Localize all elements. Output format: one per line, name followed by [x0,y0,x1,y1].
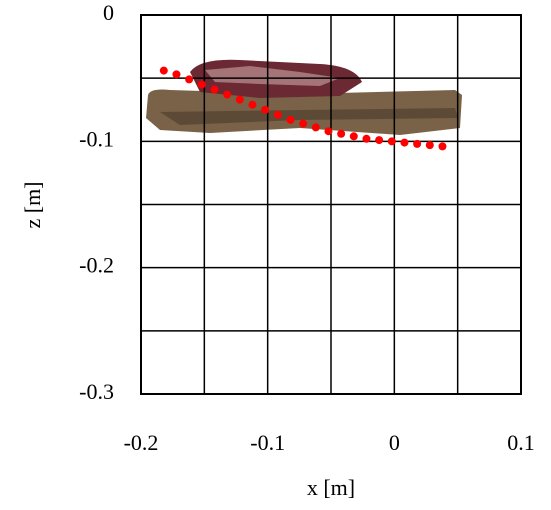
point [438,142,447,151]
plot-frame [140,14,522,395]
point [413,139,422,148]
point [273,110,282,119]
point [159,66,168,75]
point [299,119,308,128]
sandal-sole-edge [160,108,458,125]
point [387,137,396,146]
point [210,85,219,94]
point [311,123,320,132]
y-tick-label: -0.1 [79,126,114,151]
y-tick-label: -0.2 [79,253,114,278]
point [375,136,384,145]
point [349,132,358,141]
x-axis-title: x [m] [307,475,355,500]
point [223,90,232,99]
point [185,75,194,84]
point [286,115,295,124]
point [235,95,244,104]
y-axis-title: z [m] [20,181,45,228]
point [197,80,206,89]
point [337,129,346,138]
y-tick-label: 0 [103,0,114,25]
sandal-pattern [205,66,340,86]
point [362,134,371,143]
x-tick-label: -0.1 [250,430,285,455]
point [400,138,409,147]
y-tick-label: -0.3 [79,379,114,404]
point [172,70,181,79]
x-tick-label: 0.1 [507,430,535,455]
x-tick-label: -0.2 [124,430,159,455]
points [159,66,447,151]
point [324,127,333,136]
point [425,141,434,150]
x-tick-label: 0 [389,430,400,455]
point [248,100,257,109]
point [261,105,270,114]
